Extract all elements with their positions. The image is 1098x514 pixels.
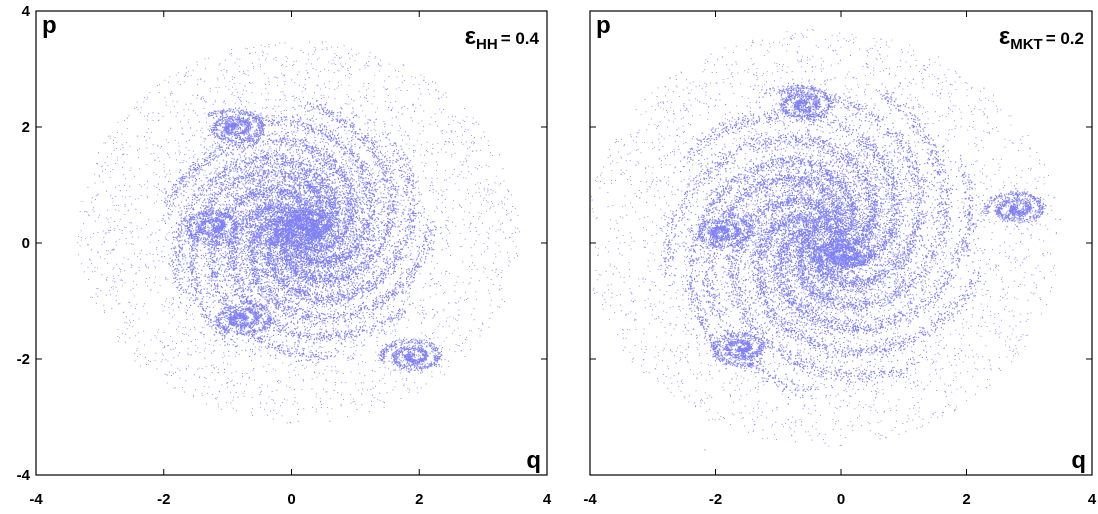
point-cloud bbox=[77, 41, 521, 424]
y-axis-label: p bbox=[42, 12, 57, 39]
y-tick-label: 4 bbox=[22, 3, 31, 20]
y-axis-label: p bbox=[596, 12, 611, 39]
x-tick-label: 4 bbox=[1088, 491, 1097, 508]
scatter-points bbox=[77, 41, 521, 424]
y-tick-label: 0 bbox=[22, 235, 30, 252]
x-tick-label: 0 bbox=[287, 491, 295, 508]
x-tick-label: -4 bbox=[583, 491, 597, 508]
y-tick-label: -2 bbox=[17, 351, 30, 368]
x-tick-label: -2 bbox=[709, 491, 722, 508]
x-tick-label: 2 bbox=[962, 491, 970, 508]
epsilon-annotation: εHH = 0.4 bbox=[465, 23, 540, 53]
point-cloud bbox=[590, 29, 1061, 451]
x-tick-label: -4 bbox=[29, 491, 43, 508]
scatter-points bbox=[590, 29, 1061, 451]
plot-frame bbox=[589, 10, 1093, 476]
x-tick-label: -2 bbox=[157, 491, 170, 508]
x-axis-label: q bbox=[1071, 447, 1086, 474]
x-axis-label: q bbox=[526, 447, 541, 474]
epsilon-annotation: εMKT = 0.2 bbox=[999, 23, 1084, 53]
panel-mkt: -4 -2 0 2 4 p q εMKT = 0.2 bbox=[583, 10, 1097, 508]
y-tick-label: 2 bbox=[22, 119, 30, 136]
x-tick-label: 2 bbox=[415, 491, 423, 508]
x-tick-label: 0 bbox=[837, 491, 845, 508]
x-tick-label: 4 bbox=[543, 491, 552, 508]
y-tick-label: -4 bbox=[17, 467, 31, 484]
